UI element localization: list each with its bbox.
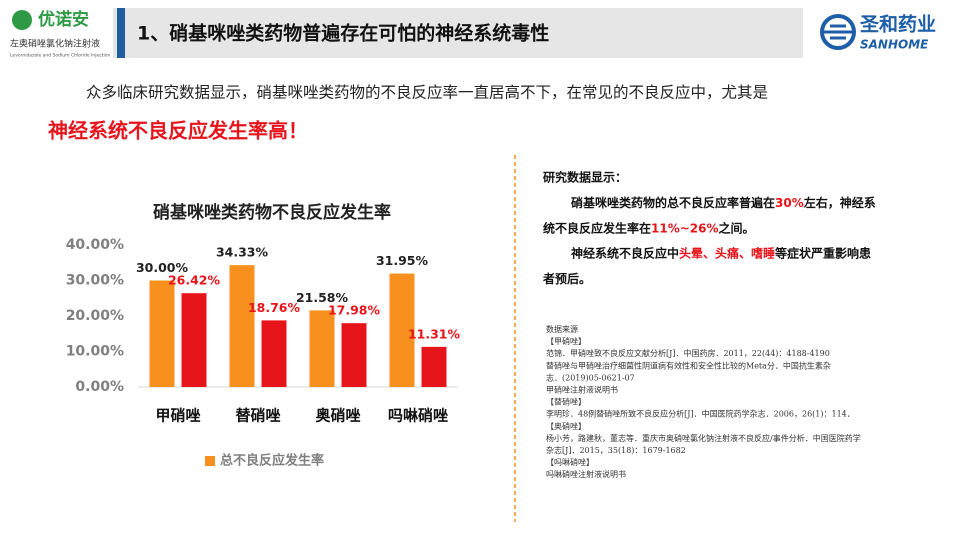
bar: [149, 280, 175, 387]
highlight-text: 30%: [775, 196, 804, 210]
reference-line: 【吗啉硝唑】: [546, 457, 594, 467]
findings-text: 神经系统不良反应中: [571, 245, 679, 260]
x-tick-label: 替硝唑: [235, 407, 280, 425]
reference-line: 李明珍．48例替硝唑所致不良反应分析[J]．中国医院药学杂志．2006，26(1…: [546, 409, 855, 419]
y-tick-label: 40.00%: [66, 237, 124, 253]
title-bar: [113, 8, 803, 58]
reference-line: 志．(2019)05-0621-07: [546, 372, 635, 382]
reference-line: 替硝唑与甲硝唑治疗细菌性阴道病有效性和安全性比较的Meta分．中国抗生素杂: [546, 360, 831, 370]
logo-subtitle: 左奥硝唑氯化钠注射液: [10, 38, 100, 50]
findings-text: 之间。: [719, 220, 755, 235]
bar: [309, 310, 335, 387]
logo-brand: 优诺安: [38, 9, 89, 30]
intro-highlight: 神经系统不良反应发生率高！: [48, 119, 308, 143]
slide-title: 1、硝基咪唑类药物普遍存在可怕的神经系统毒性: [137, 22, 549, 45]
x-tick-label: 奥硝唑: [315, 407, 360, 425]
findings-text: 左右，神经系: [803, 195, 876, 210]
reference-line: 【奥硝唑】: [546, 421, 586, 431]
findings-line: 神经系统不良反应中头晕、头痛、嗜睡等症状严重影响患: [571, 245, 871, 260]
value-label: 26.42%: [168, 273, 221, 288]
highlight-text: 11%~26%: [651, 221, 719, 235]
legend-label: 总不良反应发生率: [220, 453, 324, 469]
company-name-en: SANHOME: [860, 38, 929, 52]
logo-subtitle-en: Levornidazole and Sodium Chloride Inject…: [10, 53, 111, 59]
intro-text: 众多临床研究数据显示，硝基咪唑类药物的不良反应率一直居高不下，在常见的不良反应中…: [86, 83, 768, 102]
chart-title: 硝基咪唑类药物不良反应发生率: [153, 202, 391, 223]
value-label: 30.00%: [136, 260, 189, 275]
findings-text: 者预后。: [542, 270, 591, 285]
value-label: 34.33%: [216, 245, 269, 260]
y-tick-label: 20.00%: [66, 308, 124, 324]
bar: [181, 293, 207, 387]
value-label: 17.98%: [328, 303, 381, 318]
y-tick-label: 0.00%: [75, 379, 124, 395]
company-icon: [820, 14, 856, 50]
bar: [421, 346, 447, 387]
logo-icon: [12, 10, 32, 30]
reference-line: 【甲硝唑】: [546, 336, 586, 346]
findings-text: 等症状严重影响患: [774, 245, 871, 260]
reference-line: 范锦．甲硝唑致不良反应文献分析[J]．中国药房．2011，22(44)：4188…: [546, 348, 830, 358]
y-tick-label: 30.00%: [66, 273, 124, 289]
findings-text: 硝基咪唑类药物的总不良反应率普遍在: [571, 195, 775, 210]
value-label: 21.58%: [296, 290, 349, 305]
value-label: 11.31%: [408, 326, 461, 341]
findings-text: 统不良反应发生率在: [543, 220, 651, 235]
findings-heading: 研究数据显示：: [543, 170, 627, 185]
findings-line: 者预后。: [542, 270, 591, 285]
bar: [341, 323, 367, 387]
reference-line: 杂志[J]．2015，35(18)：1679-1682: [546, 445, 686, 455]
reference-line: 【替硝唑】: [546, 397, 586, 407]
highlight-text: 头晕、头痛、嗜睡: [679, 245, 775, 260]
bar: [389, 273, 415, 387]
legend-swatch: [205, 456, 215, 466]
findings-line: 统不良反应发生率在11%~26%之间。: [543, 220, 755, 235]
value-label: 31.95%: [376, 253, 429, 268]
reference-line: 杨小芳，路建秋，董志等．重庆市奥硝唑氯化钠注射液不良反应/事件分析．中国医院药学: [546, 433, 861, 443]
value-label: 18.76%: [248, 300, 301, 315]
findings-line: 硝基咪唑类药物的总不良反应率普遍在30%左右，神经系: [571, 195, 876, 210]
x-tick-label: 甲硝唑: [155, 407, 200, 425]
reference-line: 吗啉硝唑注射液说明书: [546, 469, 626, 479]
title-stripe: [117, 8, 125, 58]
x-tick-label: 吗啉硝唑: [388, 407, 448, 425]
bar: [229, 265, 255, 387]
company-icon-lines: [824, 24, 852, 40]
reference-line: 数据来源: [546, 324, 578, 334]
reference-line: 甲硝唑注射液说明书: [546, 385, 618, 395]
y-tick-label: 10.00%: [66, 344, 124, 360]
bar: [261, 320, 287, 387]
company-name: 圣和药业: [860, 13, 936, 36]
